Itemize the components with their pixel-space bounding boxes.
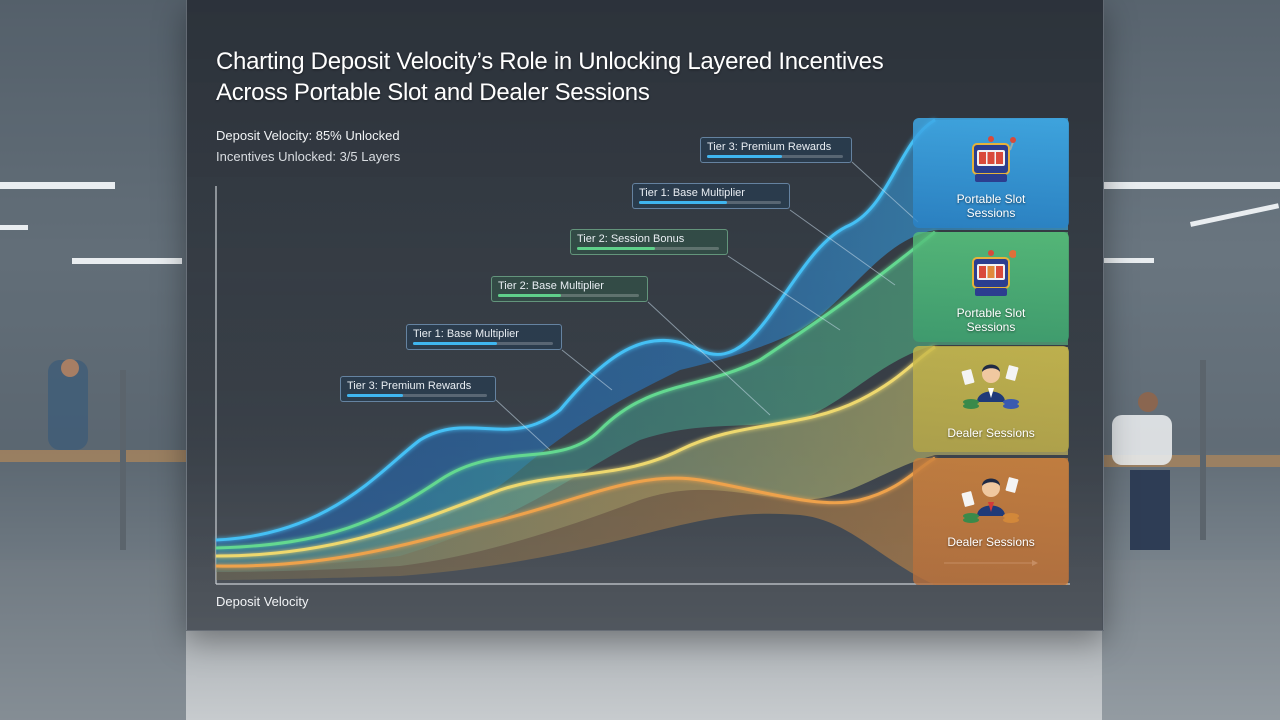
tier-progress-fill <box>707 155 782 158</box>
tier-label-card: Tier 2: Session Bonus <box>570 229 728 255</box>
series-line-blue <box>215 118 936 542</box>
tier-progress-fill <box>577 247 656 250</box>
tile-label: Dealer Sessions <box>947 426 1035 440</box>
leader-lines <box>495 161 919 451</box>
tier-progress-track <box>707 155 843 158</box>
dealer-icon <box>961 364 1019 409</box>
tier-progress-track <box>347 394 487 397</box>
tile-dealer-sessions: Dealer Sessions <box>913 346 1069 452</box>
tier-label-card: Tier 1: Base Multiplier <box>406 324 562 350</box>
tier-label-text: Tier 3: Premium Rewards <box>347 380 472 392</box>
x-axis-label: Deposit Velocity <box>216 594 309 609</box>
title-line-2: Across Portable Slot and Dealer Sessions <box>216 79 650 106</box>
tile-portable-slot-sessions: Portable Slot Sessions <box>913 118 1069 228</box>
tier-label-text: Tier 3: Premium Rewards <box>707 141 832 153</box>
series-line-green <box>215 230 936 550</box>
tier-label-text: Tier 1: Base Multiplier <box>639 187 745 199</box>
series-band-dealer-orange <box>216 458 1068 585</box>
tile-label: Dealer Sessions <box>947 535 1035 549</box>
tier-progress-fill <box>498 294 562 297</box>
dealer-icon <box>961 477 1019 523</box>
slot-machine-icon <box>972 250 1016 296</box>
tier-label-card: Tier 3: Premium Rewards <box>340 376 496 402</box>
series-lines <box>215 118 936 568</box>
tier-progress-track <box>413 342 553 345</box>
tile-label: Portable Slot <box>956 192 1026 206</box>
series-line-orange <box>215 456 936 568</box>
tile-label: Portable Slot <box>956 306 1026 320</box>
tier-progress-track <box>639 201 781 204</box>
tier-progress-fill <box>639 201 728 204</box>
tile-portable-slot-sessions: Portable Slot Sessions <box>913 232 1069 342</box>
tier-label-card: Tier 3: Premium Rewards <box>700 137 852 163</box>
tier-label-text: Tier 2: Session Bonus <box>577 233 685 245</box>
series-band-portable-slot-green <box>216 232 1068 566</box>
tier-label-card: Tier 2: Base Multiplier <box>491 276 648 302</box>
tile-label: Sessions <box>966 206 1016 220</box>
tier-progress-fill <box>347 394 403 397</box>
tier-label-text: Tier 1: Base Multiplier <box>413 328 519 340</box>
chart-title: Charting Deposit Velocity’s Role in Unlo… <box>216 46 1016 108</box>
tier-progress-track <box>577 247 719 250</box>
incentives-unlocked-stat: Incentives Unlocked: 3/5 Layers <box>216 149 401 164</box>
tier-progress-track <box>498 294 639 297</box>
title-line-1: Charting Deposit Velocity’s Role in Unlo… <box>216 48 884 75</box>
tier-label-text: Tier 2: Base Multiplier <box>498 280 604 292</box>
series-band-portable-slot-blue <box>216 118 1068 556</box>
tile-label: Sessions <box>966 320 1016 334</box>
tier-label-card: Tier 1: Base Multiplier <box>632 183 790 209</box>
slot-machine-icon <box>972 136 1016 182</box>
tier-progress-fill <box>413 342 497 345</box>
series-line-yellow <box>215 345 936 558</box>
tile-dealer-sessions: Dealer Sessions <box>913 458 1069 585</box>
deposit-velocity-stat: Deposit Velocity: 85% Unlocked <box>216 128 400 143</box>
